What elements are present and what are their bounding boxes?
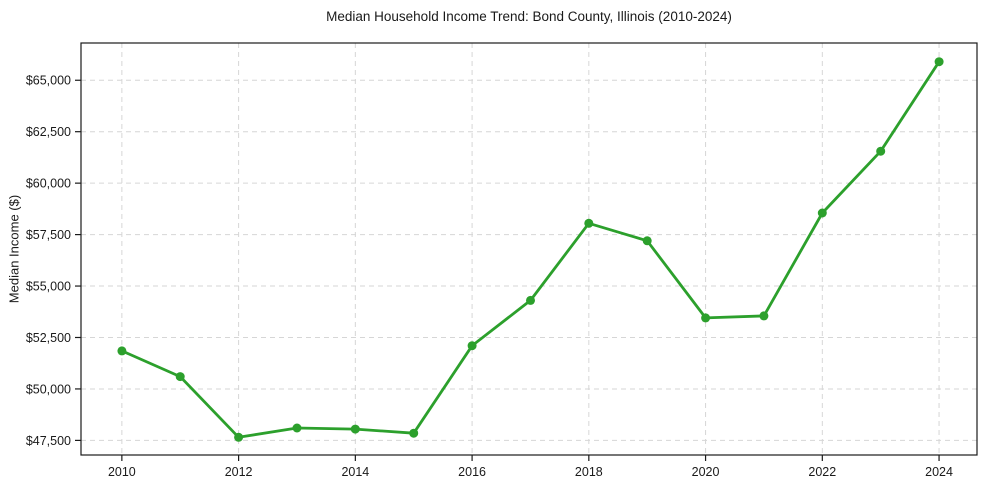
chart-title: Median Household Income Trend: Bond Coun…: [326, 9, 732, 24]
y-tick-label: $55,000: [26, 280, 71, 294]
data-point-2016: [467, 341, 477, 351]
y-tick-label: $52,500: [26, 331, 71, 345]
y-axis-title: Median Income ($): [6, 194, 22, 304]
x-tick-label: 2016: [458, 465, 486, 479]
x-tick-label: 2010: [108, 465, 136, 479]
y-tick-label: $60,000: [26, 177, 71, 191]
x-tick-label: 2012: [225, 465, 253, 479]
data-point-2018: [584, 218, 594, 228]
data-point-2012: [234, 432, 244, 442]
data-point-2014: [350, 424, 360, 434]
y-tick-label: $62,500: [26, 125, 71, 139]
data-point-2015: [409, 428, 419, 438]
x-tick-label: 2014: [341, 465, 369, 479]
y-tick-label: $57,500: [26, 228, 71, 242]
trend-line: [120, 60, 941, 439]
y-tick-label: $47,500: [26, 434, 71, 448]
data-point-2011: [175, 372, 185, 382]
y-tick-label: $50,000: [26, 382, 71, 396]
x-tick-label: 2018: [575, 465, 603, 479]
data-point-2020: [701, 313, 711, 323]
data-point-2024: [934, 57, 944, 67]
x-tick-label: 2020: [692, 465, 720, 479]
data-point-2022: [817, 208, 827, 218]
plot-border: [80, 42, 978, 456]
x-tick-label: 2024: [925, 465, 953, 479]
y-tick-label: $65,000: [26, 74, 71, 88]
x-tick-label: 2022: [808, 465, 836, 479]
data-point-2019: [642, 236, 652, 246]
data-point-2013: [292, 423, 302, 433]
data-point-2017: [526, 295, 535, 305]
data-point-2023: [876, 146, 886, 156]
data-point-2021: [759, 311, 769, 321]
data-point-2010: [117, 346, 127, 356]
